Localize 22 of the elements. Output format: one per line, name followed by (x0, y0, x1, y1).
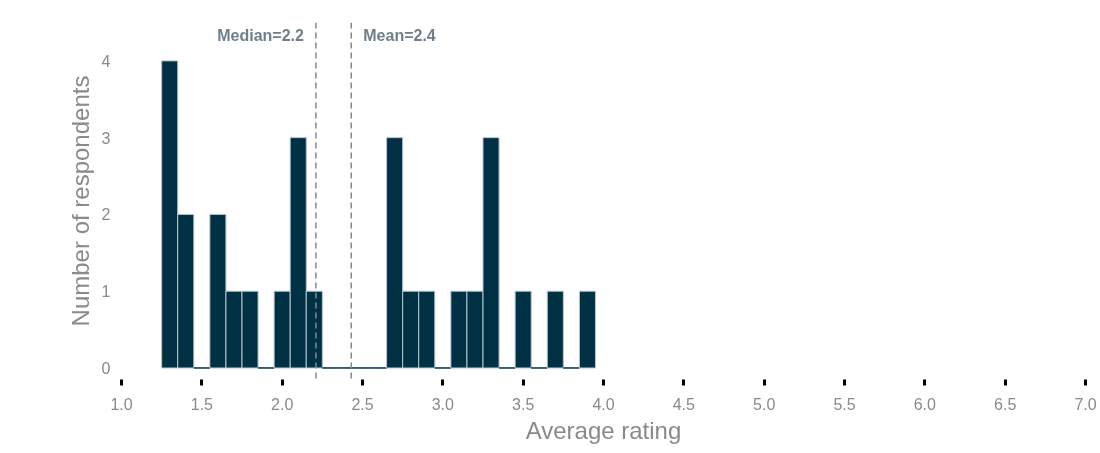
x-tick-label: 4.0 (592, 395, 615, 413)
x-tick-label: 5.5 (833, 395, 856, 413)
x-tick-label: 5.0 (753, 395, 776, 413)
x-tick-label: 1.0 (110, 395, 133, 413)
x-axis-title: Average rating (525, 416, 682, 444)
x-tick-label: 3.5 (512, 395, 535, 413)
y-tick-label: 1 (101, 283, 111, 301)
x-tick-label: 6.0 (913, 395, 937, 413)
y-tick-label: 2 (101, 206, 111, 224)
x-tick-label: 2.5 (351, 395, 374, 413)
y-tick-label: 4 (101, 52, 111, 70)
x-tick-label: 7.0 (1074, 395, 1097, 413)
y-tick-label: 0 (101, 359, 111, 377)
x-tick-label: 3.0 (431, 395, 455, 413)
x-tick-label: 2.0 (271, 395, 294, 413)
ref-line-label: Mean=2.4 (363, 26, 436, 44)
ref-line-label: Median=2.2 (217, 26, 305, 44)
x-tick-label: 1.5 (190, 395, 214, 413)
y-tick-label: 3 (101, 129, 111, 147)
x-tick-label: 6.5 (994, 395, 1017, 413)
y-axis-title: Number of respondents (66, 75, 94, 327)
x-tick-label: 4.5 (672, 395, 696, 413)
